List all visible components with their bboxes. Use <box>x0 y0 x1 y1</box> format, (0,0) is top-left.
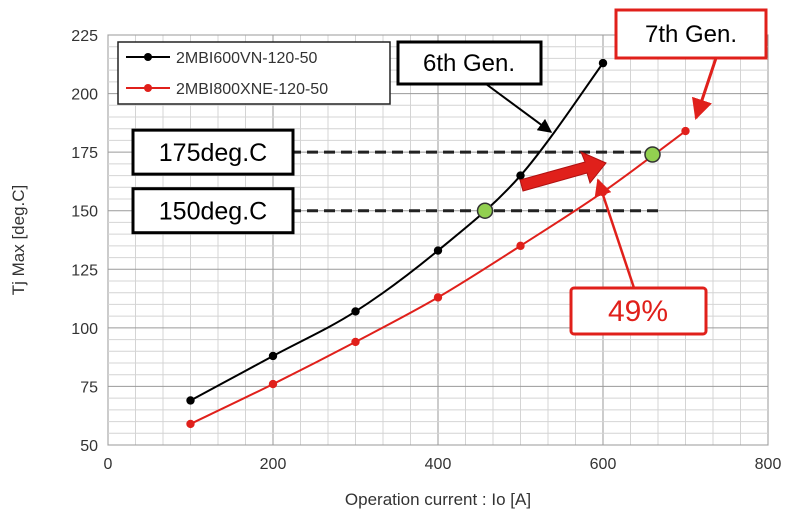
highlight-points <box>476 146 661 219</box>
data-point <box>268 379 278 389</box>
annotation-improvement: 49% <box>569 178 708 336</box>
improvement-arrow <box>519 151 607 192</box>
x-axis-title: Operation current : Io [A] <box>345 490 531 509</box>
reference-label-box <box>131 187 295 235</box>
y-tick-label: 150 <box>71 204 98 221</box>
y-tick-label: 50 <box>80 438 98 455</box>
annotation-6th-gen: 6th Gen. <box>396 40 553 133</box>
annotation-improvement-pointer <box>594 178 636 289</box>
highlight-point <box>476 202 494 219</box>
annotation-7th-gen: 7th Gen. <box>614 8 768 120</box>
x-tick-label: 400 <box>425 456 452 473</box>
data-point <box>186 396 195 405</box>
x-tick-label: 600 <box>590 456 617 473</box>
annotation-improvement-label: 49% <box>608 295 668 328</box>
y-tick-label: 225 <box>71 28 98 45</box>
reference-label-box <box>131 128 295 176</box>
reference-lines: 175deg.C 150deg.C <box>131 128 660 235</box>
y-tick-label: 175 <box>71 145 98 162</box>
annotation-7th-gen-label: 7th Gen. <box>645 21 737 48</box>
reference-label: 150deg.C <box>159 198 267 226</box>
data-point <box>351 337 360 347</box>
legend-label-series-2: 2MBI800XNE-120-50 <box>176 81 328 98</box>
x-tick-label: 200 <box>260 456 287 473</box>
annotation-7th-gen-pointer <box>692 57 718 120</box>
x-tick-label: 800 <box>755 456 782 473</box>
reference-label: 175deg.C <box>159 139 267 167</box>
legend: 2MBI600VN-120-50 2MBI800XNE-120-50 <box>117 41 391 105</box>
highlight-point <box>644 146 661 163</box>
data-point <box>268 351 278 361</box>
annotation-6th-gen-pointer <box>485 83 553 133</box>
data-point <box>516 241 525 251</box>
data-point <box>433 293 443 302</box>
data-point <box>516 171 525 180</box>
annotation-6th-gen-label: 6th Gen. <box>423 50 515 77</box>
y-tick-label: 125 <box>71 262 98 279</box>
y-tick-label: 75 <box>80 379 98 396</box>
y-axis-title: Tj Max [deg.C] <box>9 185 28 296</box>
data-point <box>351 307 360 316</box>
data-point <box>433 246 443 255</box>
data-point <box>681 126 690 136</box>
x-tick-label: 0 <box>104 456 113 473</box>
y-tick-label: 100 <box>71 321 98 338</box>
axes: 0 200 400 600 800 50 75 100 125 150 175 200 225 <box>71 28 781 473</box>
y-tick-label: 200 <box>71 87 98 104</box>
legend-label-series-1: 2MBI600VN-120-50 <box>176 50 318 67</box>
data-point <box>598 58 608 68</box>
data-point <box>186 419 195 429</box>
